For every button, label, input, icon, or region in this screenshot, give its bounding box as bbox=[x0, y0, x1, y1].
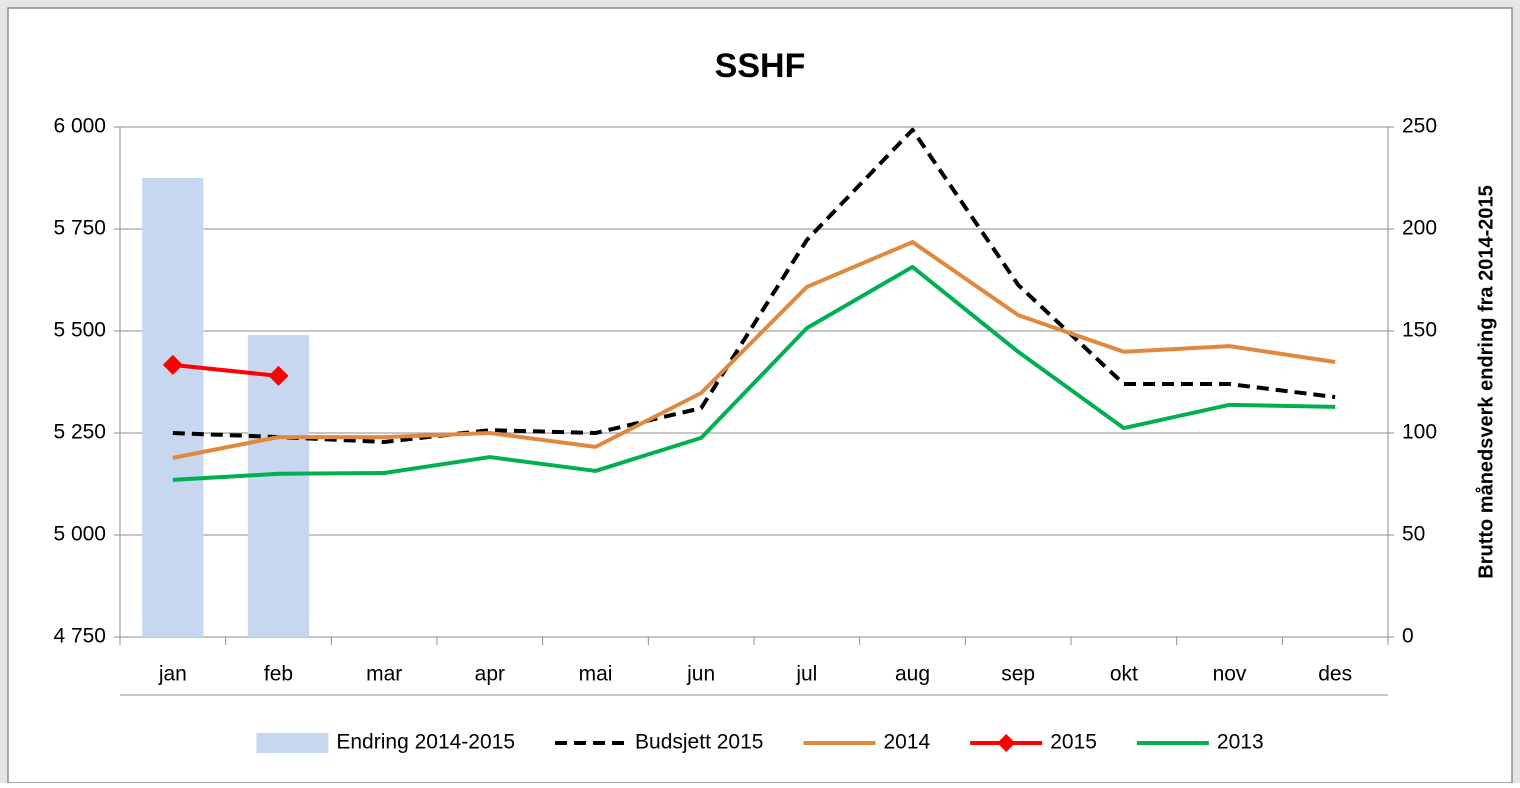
legend-item: 2015 bbox=[970, 731, 1097, 754]
x-tick-label: sep bbox=[1001, 663, 1035, 686]
x-tick-label: apr bbox=[475, 663, 505, 686]
legend-label: 2013 bbox=[1217, 731, 1264, 754]
line-marker bbox=[162, 354, 183, 375]
legend-item: Budsjett 2015 bbox=[555, 731, 763, 754]
y2-tick-label: 200 bbox=[1402, 217, 1437, 240]
y-tick-label: 5 750 bbox=[53, 217, 106, 240]
x-tick-label: jul bbox=[795, 663, 817, 686]
y2-tick-label: 0 bbox=[1402, 625, 1414, 648]
line-series bbox=[172, 240, 1336, 460]
y-tick-label: 5 000 bbox=[53, 523, 106, 546]
legend-label: Budsjett 2015 bbox=[635, 731, 763, 754]
legend-item: 2013 bbox=[1136, 731, 1264, 754]
x-tick-label: okt bbox=[1110, 663, 1138, 686]
legend-marker bbox=[997, 734, 1016, 752]
chart-title: SSHF bbox=[715, 47, 806, 85]
x-tick-label: feb bbox=[264, 663, 293, 686]
bar bbox=[142, 178, 204, 637]
chart-area bbox=[7, 7, 1513, 784]
x-tick-label: jun bbox=[686, 663, 715, 686]
x-tick-label: mai bbox=[579, 663, 613, 686]
y2-axis-label: Brutto månedsverk endring fra 2014-2015 bbox=[1474, 185, 1497, 579]
legend-label: 2015 bbox=[1050, 731, 1097, 754]
y2-tick-label: 250 bbox=[1402, 115, 1437, 138]
x-tick-label: jan bbox=[158, 663, 187, 686]
y2-tick-label: 100 bbox=[1402, 421, 1437, 444]
y2-tick-label: 50 bbox=[1402, 523, 1425, 546]
y-tick-label: 5 250 bbox=[53, 421, 106, 444]
x-tick-label: aug bbox=[895, 663, 930, 686]
y-tick-label: 4 750 bbox=[53, 625, 106, 648]
x-tick-label: mar bbox=[366, 663, 402, 686]
legend-label: Endring 2014-2015 bbox=[336, 731, 515, 754]
legend-label: 2014 bbox=[883, 731, 930, 754]
y-tick-label: 6 000 bbox=[53, 115, 106, 138]
line-series bbox=[172, 362, 279, 378]
line-series bbox=[172, 264, 1336, 482]
line-series bbox=[172, 127, 1336, 444]
x-tick-label: des bbox=[1318, 663, 1352, 686]
line-marker bbox=[268, 365, 289, 386]
y2-tick-label: 150 bbox=[1402, 319, 1437, 342]
x-tick-label: nov bbox=[1213, 663, 1247, 686]
legend-item: 2014 bbox=[803, 731, 931, 754]
legend-item: Endring 2014-2015 bbox=[256, 731, 515, 754]
legend-symbol bbox=[256, 733, 329, 753]
y-tick-label: 5 500 bbox=[53, 319, 106, 342]
